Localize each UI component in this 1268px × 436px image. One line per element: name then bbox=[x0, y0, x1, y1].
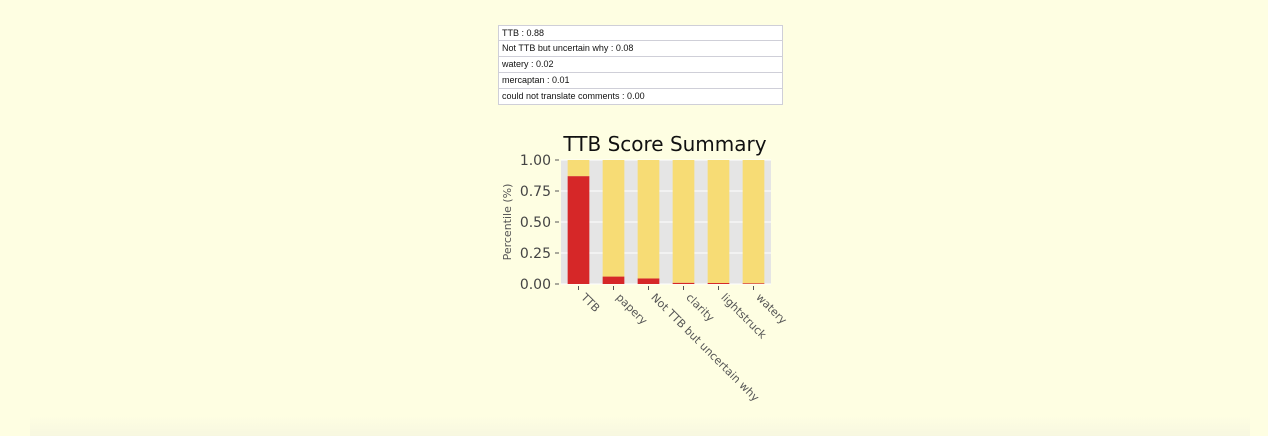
bar-segment bbox=[707, 160, 730, 284]
bar-segment bbox=[707, 283, 730, 284]
ttb-score-chart: TTB Score Summary Percentile (%) TTB pape… bbox=[490, 128, 810, 418]
chart-svg: TTB Score Summary Percentile (%) TTB pape… bbox=[501, 132, 790, 405]
bar-segment bbox=[567, 160, 590, 177]
score-row-watery: watery : 0.02 bbox=[498, 57, 783, 73]
bar-segment bbox=[567, 176, 590, 284]
y-tick-label: 0.75 bbox=[520, 184, 551, 200]
score-row-ttb: TTB : 0.88 bbox=[498, 25, 783, 41]
y-tick-label: 0.25 bbox=[520, 246, 551, 262]
x-tick-label: clarity bbox=[683, 291, 717, 325]
bar-segment bbox=[742, 283, 765, 284]
bar-segment bbox=[672, 282, 695, 284]
y-tick-label: 0.00 bbox=[520, 277, 551, 293]
x-tick-label: papery bbox=[613, 291, 650, 328]
y-tick-label: 1.00 bbox=[520, 153, 551, 169]
bar-segment bbox=[602, 160, 625, 277]
chart-title: TTB Score Summary bbox=[562, 132, 766, 156]
bar-segment bbox=[637, 160, 660, 279]
y-axis-label: Percentile (%) bbox=[501, 184, 514, 261]
score-row-could-not-translate: could not translate comments : 0.00 bbox=[498, 89, 783, 105]
bar-segment bbox=[672, 160, 695, 283]
score-row-not-ttb: Not TTB but uncertain why : 0.08 bbox=[498, 41, 783, 57]
bar-segment bbox=[602, 276, 625, 284]
y-tick-label: 0.50 bbox=[520, 215, 551, 231]
bottom-strip bbox=[30, 416, 1250, 436]
bar-segment bbox=[637, 278, 660, 284]
score-list: TTB : 0.88 Not TTB but uncertain why : 0… bbox=[498, 25, 783, 105]
score-row-mercaptan: mercaptan : 0.01 bbox=[498, 73, 783, 89]
bar-segment bbox=[742, 160, 765, 284]
x-tick-label: TTB bbox=[578, 290, 603, 315]
